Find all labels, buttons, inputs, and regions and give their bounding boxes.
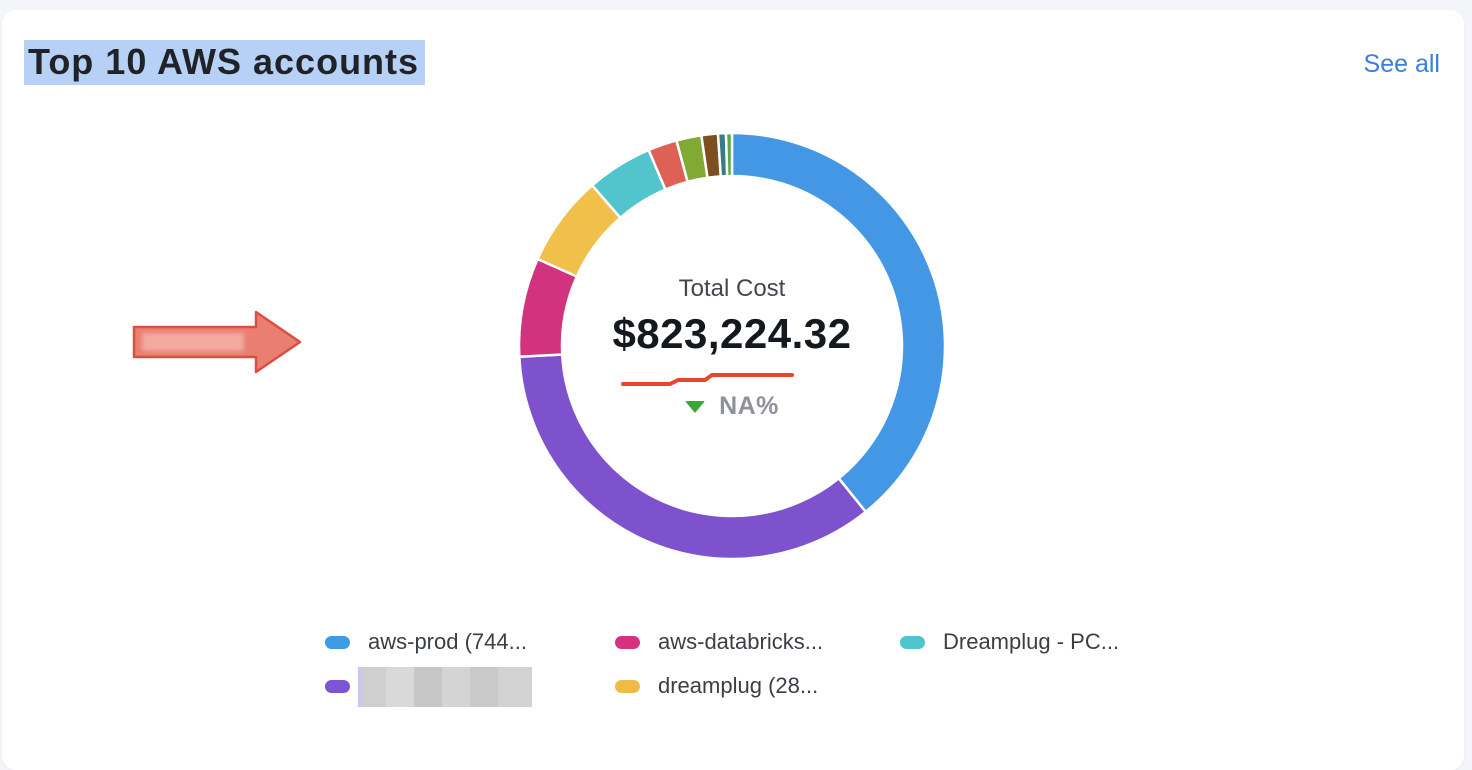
see-all-link[interactable]: See all (1363, 50, 1440, 78)
legend-label-redacted-blur (358, 667, 532, 707)
legend-marker-icon (325, 635, 350, 649)
donut-chart[interactable] (512, 126, 952, 566)
trend-sparkline-icon (621, 373, 794, 386)
donut-segment-1[interactable] (730, 131, 947, 514)
legend-marker-icon (900, 635, 925, 649)
selected-text-highlight: Top 10 AWS accounts (24, 40, 426, 85)
legend-item-aws-prod-744[interactable]: aws-prod (744... (325, 629, 527, 655)
delta-row: NA% (532, 392, 932, 421)
donut-segment-10[interactable] (724, 131, 734, 178)
legend-label: Dreamplug - PC... (943, 629, 1120, 654)
legend-marker-icon (325, 679, 350, 693)
trend-down-icon (685, 400, 706, 413)
legend-marker-icon (615, 679, 640, 693)
legend-label: dreamplug (28... (658, 673, 819, 698)
legend-marker-icon (615, 635, 640, 649)
legend-label: aws-databricks... (658, 629, 824, 654)
page-title: Top 10 AWS accounts (24, 40, 426, 85)
legend-label: aws-prod (744... (368, 629, 527, 654)
legend-item-redacted[interactable] (325, 667, 532, 707)
legend-item-dreamplug-pc[interactable]: Dreamplug - PC... (900, 629, 1119, 655)
delta-value: NA% (719, 392, 779, 420)
legend-item-dreamplug-28[interactable]: dreamplug (28... (615, 673, 818, 699)
legend-item-aws-databricks[interactable]: aws-databricks... (615, 629, 823, 655)
